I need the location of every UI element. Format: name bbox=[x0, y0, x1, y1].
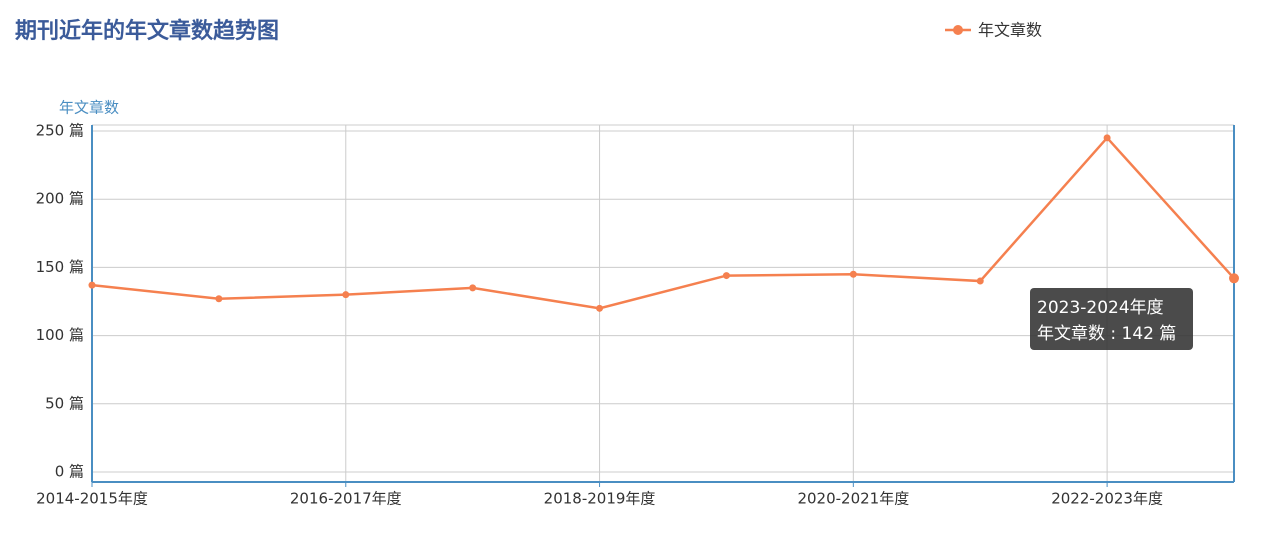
y-tick-label: 250 篇 bbox=[36, 122, 84, 140]
data-point bbox=[976, 277, 984, 285]
y-tick-label: 100 篇 bbox=[36, 326, 84, 344]
y-tick-label: 150 篇 bbox=[36, 258, 84, 276]
tooltip-box bbox=[1030, 288, 1193, 350]
tooltip-title: 2023-2024年度 bbox=[1037, 298, 1164, 318]
data-point bbox=[849, 270, 857, 278]
tooltip-value: 142 篇 bbox=[1122, 324, 1177, 344]
x-tick-label: 2014-2015年度 bbox=[36, 490, 148, 508]
tooltip-body: 年文章数 : 142 篇 bbox=[1037, 324, 1176, 344]
y-tick-label: 200 篇 bbox=[36, 190, 84, 208]
x-tick-label: 2016-2017年度 bbox=[290, 490, 402, 508]
legend-marker bbox=[953, 25, 963, 35]
x-tick-label: 2022-2023年度 bbox=[1051, 490, 1163, 508]
data-point bbox=[1103, 134, 1111, 142]
data-point bbox=[215, 295, 223, 303]
tooltip-sep: : bbox=[1105, 324, 1122, 344]
data-point bbox=[342, 291, 350, 299]
x-tick-label: 2020-2021年度 bbox=[797, 490, 909, 508]
data-point bbox=[596, 304, 604, 312]
series-line bbox=[91, 135, 1235, 310]
data-point bbox=[88, 281, 96, 289]
chart-title: 期刊近年的年文章数趋势图 bbox=[15, 18, 279, 44]
y-tick-label: 0 篇 bbox=[55, 463, 84, 481]
data-point bbox=[469, 284, 477, 292]
legend-label: 年文章数 bbox=[978, 21, 1042, 40]
y-tick-label: 50 篇 bbox=[45, 394, 84, 412]
y-axis-title: 年文章数 bbox=[59, 99, 119, 117]
tooltip-series: 年文章数 bbox=[1037, 324, 1105, 344]
data-point bbox=[1229, 273, 1239, 284]
data-point bbox=[722, 272, 730, 280]
x-tick-label: 2018-2019年度 bbox=[544, 490, 656, 508]
